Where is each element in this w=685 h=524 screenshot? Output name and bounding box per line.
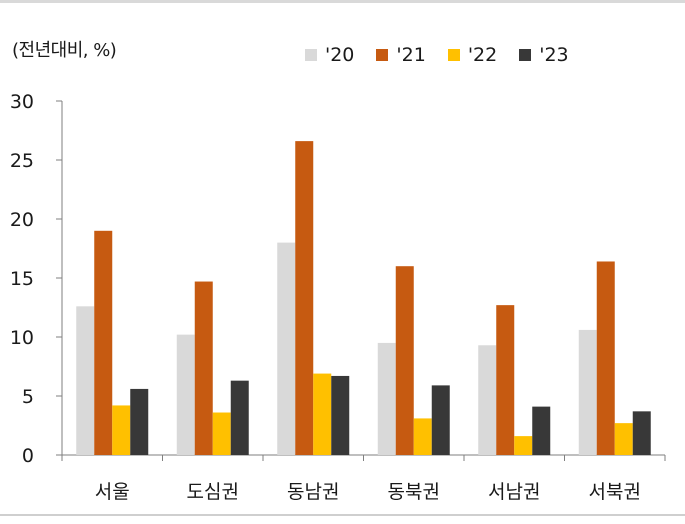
bar-21-2 [295, 141, 314, 455]
bar-22-3 [413, 418, 432, 455]
legend-label-20: '20 [325, 44, 355, 66]
bar-23-2 [331, 375, 350, 455]
x-category-label: 도심권 [187, 481, 239, 503]
legend-swatch-21 [376, 49, 389, 61]
bar-22-5 [614, 423, 633, 455]
bar-21-5 [596, 261, 615, 455]
bar-20-0 [76, 306, 95, 455]
bar-23-5 [632, 411, 651, 455]
y-tick-label: 0 [22, 445, 34, 467]
y-tick-label: 25 [10, 150, 34, 172]
bar-22-4 [514, 436, 533, 455]
legend-item-23: '23 [519, 44, 569, 66]
y-tick-label: 15 [10, 268, 34, 290]
bar-23-3 [431, 385, 450, 455]
bar-23-0 [130, 388, 149, 455]
bar-22-2 [313, 373, 332, 455]
bar-20-4 [478, 345, 497, 455]
legend-swatch-20 [305, 49, 317, 61]
top-rule [0, 0, 685, 3]
legend-label-22: '22 [467, 44, 498, 66]
bar-21-1 [194, 281, 213, 455]
legend-item-22: '22 [447, 44, 498, 66]
x-category-label: 서울 [95, 481, 130, 503]
x-category-label: 동남권 [287, 481, 339, 503]
legend-item-21: '21 [376, 44, 426, 66]
bar-20-5 [578, 329, 597, 455]
bar-20-1 [176, 334, 195, 455]
legend-swatch-23 [519, 49, 532, 61]
bar-21-3 [395, 266, 414, 455]
y-tick-label: 10 [10, 327, 34, 349]
legend-label-23: '23 [539, 44, 569, 66]
x-category-label: 서남권 [488, 481, 540, 503]
bottom-rule [0, 514, 685, 516]
legend: '20 '21 '22 '23 [305, 44, 591, 66]
bar-20-3 [377, 342, 396, 455]
y-tick-label: 30 [10, 91, 34, 113]
y-tick-label: 20 [10, 209, 34, 231]
bar-22-1 [212, 412, 231, 455]
legend-item-20: '20 [305, 44, 354, 66]
bar-20-2 [277, 242, 296, 455]
bar-21-4 [496, 305, 515, 455]
bar-23-4 [532, 406, 551, 455]
x-category-label: 서북권 [589, 481, 641, 503]
y-unit-label: (전년대비, %) [12, 40, 117, 61]
bar-22-0 [112, 405, 131, 455]
legend-label-21: '21 [396, 44, 426, 66]
bar-23-1 [230, 380, 249, 455]
legend-swatch-22 [447, 49, 460, 61]
y-tick-label: 5 [22, 386, 34, 408]
bar-21-0 [94, 230, 113, 455]
x-category-label: 동북권 [388, 481, 440, 503]
